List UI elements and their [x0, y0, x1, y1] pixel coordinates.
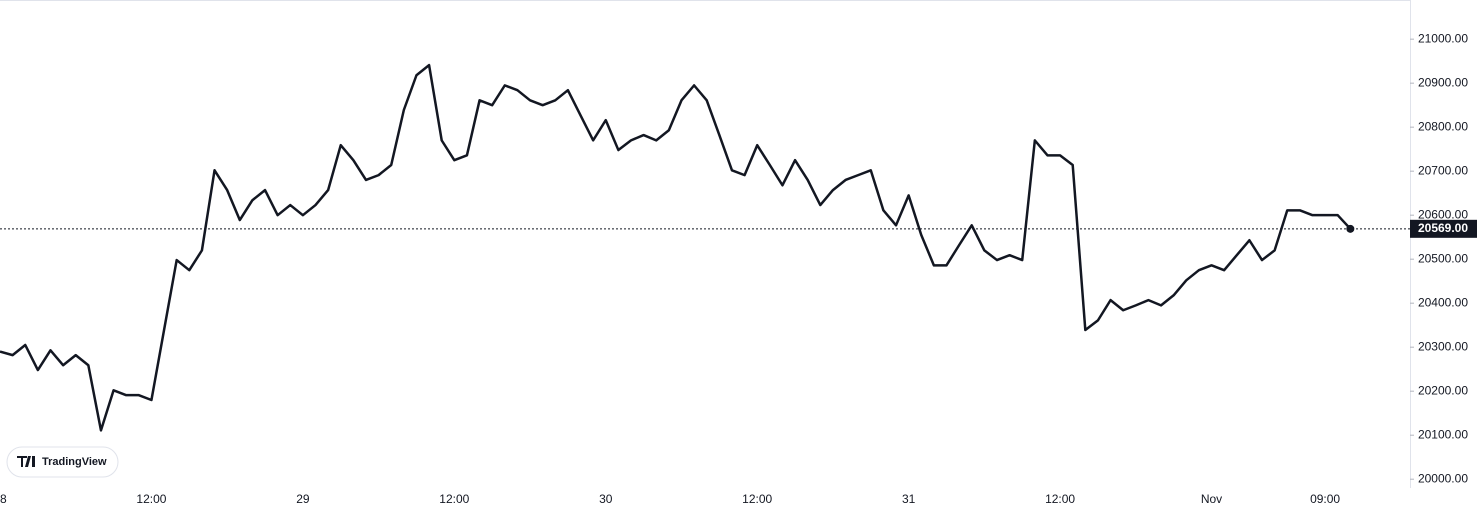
- x-tick-label: Nov: [1201, 492, 1222, 506]
- y-tick-label: 20100.00: [1418, 427, 1468, 441]
- watermark-logo: [17, 456, 35, 467]
- x-tick-label: 09:00: [1310, 492, 1340, 506]
- y-tick-label: 20400.00: [1418, 295, 1468, 309]
- x-tick-label: 28: [0, 492, 7, 506]
- x-tick-label: 12:00: [742, 492, 772, 506]
- y-tick-label: 21000.00: [1418, 31, 1468, 45]
- x-tick-label: 12:00: [136, 492, 166, 506]
- y-tick-label: 20900.00: [1418, 75, 1468, 89]
- y-tick-label: 20000.00: [1418, 471, 1468, 485]
- y-tick-label: 20300.00: [1418, 339, 1468, 353]
- y-tick-label: 20600.00: [1418, 207, 1468, 221]
- last-price-box: [1410, 219, 1477, 238]
- price-line: [0, 63, 1352, 432]
- x-tick-label: 29: [296, 492, 310, 506]
- last-point: [1346, 224, 1355, 233]
- y-tick-label: 20800.00: [1418, 119, 1468, 133]
- watermark-text: TradingView: [42, 456, 107, 468]
- watermark-box: [6, 446, 119, 478]
- x-tick-label: 30: [599, 492, 613, 506]
- x-tick-label: 12:00: [439, 492, 469, 506]
- x-tick-label: 31: [902, 492, 916, 506]
- y-tick-label: 20500.00: [1418, 251, 1468, 265]
- y-tick-label: 20700.00: [1418, 163, 1468, 177]
- y-tick-label: 20200.00: [1418, 383, 1468, 397]
- last-price-label: 20569.00: [1418, 221, 1468, 235]
- x-tick-label: 12:00: [1045, 492, 1075, 506]
